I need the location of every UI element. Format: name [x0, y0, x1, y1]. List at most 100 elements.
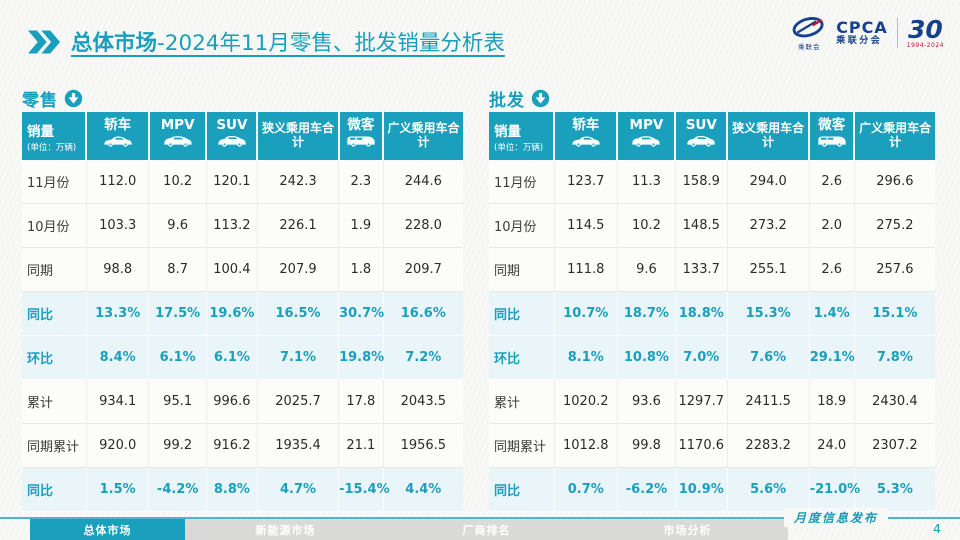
cell: 934.1 — [86, 379, 150, 424]
cell: 10.2 — [148, 160, 207, 204]
cell: 6.1% — [148, 335, 207, 380]
cell: 1297.7 — [675, 379, 728, 424]
cell: 16.6% — [383, 291, 463, 336]
cell: 8.8% — [206, 467, 258, 512]
column-label: SUV — [216, 117, 248, 134]
cell: 1020.2 — [554, 379, 618, 424]
logo-divider — [896, 18, 898, 48]
cell: 1.9 — [338, 203, 384, 248]
cell: 2.6 — [809, 160, 855, 204]
sales-unit-header: 销量 (单位：万辆) — [489, 112, 555, 160]
cell: 1.5% — [86, 467, 150, 512]
sedan-icon — [555, 135, 616, 154]
cell: 5.3% — [854, 467, 935, 512]
footer-tab-1[interactable]: 总体市场 — [30, 519, 185, 540]
cell: 10.8% — [617, 335, 676, 380]
wholesale-sales-table: 销量 (单位：万辆) 轿车 MPV SUV 狭义乘用车合计 微客 广义乘用车合计 11月份 123… — [489, 112, 935, 512]
cell: 8.4% — [86, 335, 150, 380]
cpca-logo: 乘联会 CPCA 乘联分会 30 1994-2024 — [791, 15, 944, 51]
microvan-icon — [810, 135, 853, 154]
cell: 7.6% — [727, 335, 810, 380]
row-label: 累计 — [489, 379, 555, 424]
footer-tab-4[interactable]: 市场分析 — [587, 519, 788, 540]
cell: 15.1% — [854, 291, 935, 336]
column-label: 狭义乘用车合计 — [262, 121, 335, 149]
footer-tab-2[interactable]: 新能源市场 — [185, 519, 386, 540]
table-row: 环比 8.1% 10.8% 7.0% 7.6% 29.1% 7.8% — [489, 335, 935, 380]
row-label: 同期累计 — [489, 423, 555, 468]
footer-note: 月度信息发布 — [783, 508, 888, 527]
cell: 98.8 — [86, 247, 150, 292]
column-label: 轿车 — [572, 117, 600, 134]
row-label: 同期 — [489, 247, 555, 292]
retail-table-section: 零售 销量 (单位：万辆) 轿车 MPV SUV 狭义乘用车合计 微客 广义乘用车合计 11月份… — [22, 87, 463, 512]
footer-divider-line — [0, 517, 960, 519]
cell: 18.7% — [617, 291, 676, 336]
table-row: 10月份 103.3 9.6 113.2 226.1 1.9 228.0 — [22, 203, 463, 248]
table-row: 同期累计 1012.8 99.8 1170.6 2283.2 24.0 2307.2 — [489, 423, 935, 468]
sales-unit-header: 销量 (单位：万辆) — [22, 112, 87, 160]
footer-tab-3[interactable]: 厂商排名 — [386, 519, 587, 540]
row-label: 环比 — [489, 335, 555, 380]
mpv-icon — [150, 135, 205, 154]
column-label: 微客 — [818, 117, 846, 134]
column-header-5: 微客 — [808, 112, 855, 160]
cell: 10.2 — [617, 203, 676, 248]
cell: 2043.5 — [383, 379, 463, 424]
row-label: 同比 — [489, 467, 555, 512]
cell: -4.2% — [148, 467, 207, 512]
cell: 158.9 — [675, 160, 728, 204]
column-header-3: SUV — [205, 112, 258, 160]
cell: 2411.5 — [727, 379, 810, 424]
cell: 2.6 — [809, 247, 855, 292]
cell: 24.0 — [809, 423, 855, 468]
cell: 2.0 — [809, 203, 855, 248]
column-header-4: 狭义乘用车合计 — [726, 112, 810, 160]
wholesale-table-section: 批发 销量 (单位：万辆) 轿车 MPV SUV 狭义乘用车合计 微客 广义乘用车合计 11月份… — [489, 87, 935, 512]
column-header-2: MPV — [616, 112, 676, 160]
cell: 148.5 — [675, 203, 728, 248]
table-row: 11月份 123.7 11.3 158.9 294.0 2.6 296.6 — [489, 160, 935, 204]
circle-down-arrow-icon — [64, 89, 83, 108]
cell: 1012.8 — [554, 423, 618, 468]
cell: 99.8 — [617, 423, 676, 468]
cell: 21.1 — [338, 423, 384, 468]
row-label: 环比 — [22, 335, 87, 380]
table-row: 累计 1020.2 93.6 1297.7 2411.5 18.9 2430.4 — [489, 379, 935, 424]
cell: 920.0 — [86, 423, 150, 468]
anniversary-logo: 30 1994-2024 — [907, 17, 944, 49]
cpca-swoosh-icon: 乘联会 — [791, 15, 827, 51]
cell: 296.6 — [854, 160, 935, 204]
table-row: 同比 10.7% 18.7% 18.8% 15.3% 1.4% 15.1% — [489, 291, 935, 336]
cell: 9.6 — [148, 203, 207, 248]
cell: 7.0% — [675, 335, 728, 380]
cell: 133.7 — [675, 247, 728, 292]
sales-header-unit: (单位：万辆) — [27, 142, 77, 153]
cell: 99.2 — [148, 423, 207, 468]
cell: 17.5% — [148, 291, 207, 336]
cpca-mark-caption: 乘联会 — [797, 43, 821, 51]
cell: 242.3 — [257, 160, 340, 204]
cell: 2.3 — [338, 160, 384, 204]
suv-icon — [207, 135, 256, 154]
cell: 123.7 — [554, 160, 618, 204]
column-header-1: 轿车 — [85, 112, 149, 160]
cell: 13.3% — [86, 291, 150, 336]
cell: 6.1% — [206, 335, 258, 380]
cpca-subtitle: 乘联分会 — [836, 35, 883, 46]
row-label: 11月份 — [22, 160, 87, 204]
cell: 111.8 — [554, 247, 618, 292]
cell: 1170.6 — [675, 423, 728, 468]
table-row: 同比 13.3% 17.5% 19.6% 16.5% 30.7% 16.6% — [22, 291, 463, 336]
retail-section-header: 零售 — [22, 87, 463, 111]
column-label: 狭义乘用车合计 — [732, 121, 805, 149]
row-label: 10月份 — [489, 203, 555, 248]
cell: 0.7% — [554, 467, 618, 512]
cell: 2307.2 — [854, 423, 935, 468]
table-header-row: 销量 (单位：万辆) 轿车 MPV SUV 狭义乘用车合计 微客 广义乘用车合计 — [489, 112, 935, 160]
column-header-4: 狭义乘用车合计 — [256, 112, 339, 160]
cell: 7.8% — [854, 335, 935, 380]
column-label: 广义乘用车合计 — [387, 121, 460, 149]
page-title: 总体市场-2024年11月零售、批发销量分析表 — [71, 26, 505, 57]
cell: 294.0 — [727, 160, 810, 204]
